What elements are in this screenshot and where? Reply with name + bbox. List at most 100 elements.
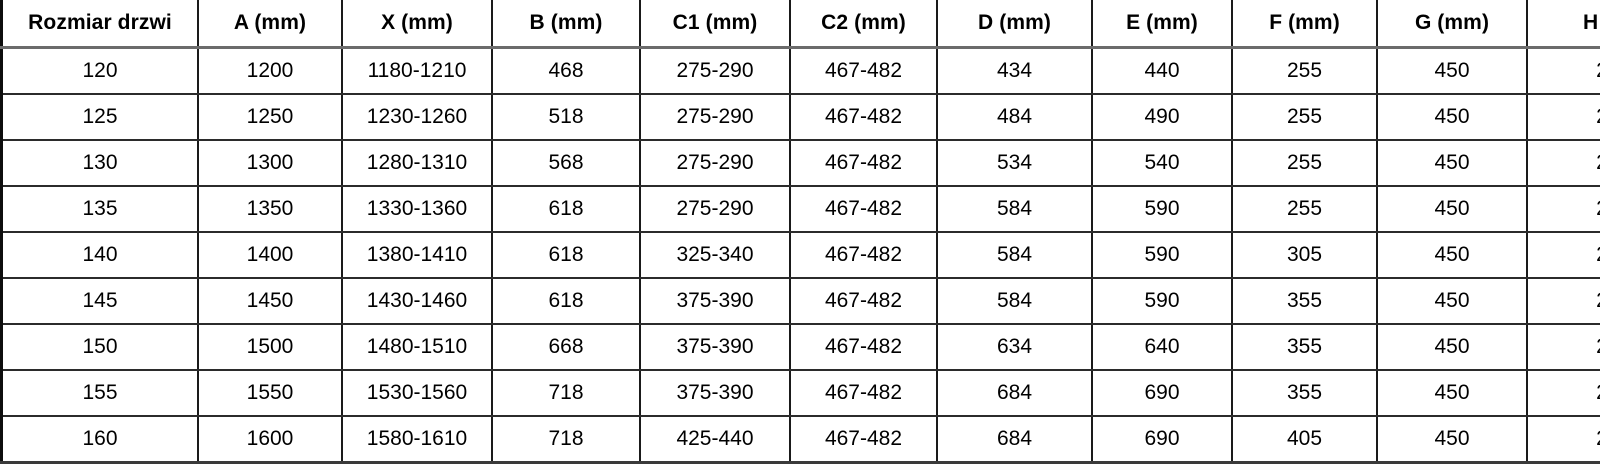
table-cell: 1250 [198, 94, 342, 140]
column-header-2: X (mm) [342, 0, 492, 48]
table-cell: 684 [937, 416, 1092, 463]
table-cell: 1480-1510 [342, 324, 492, 370]
cell-door-size: 125 [2, 94, 199, 140]
table-cell: 690 [1092, 370, 1232, 416]
cell-door-size: 120 [2, 48, 199, 95]
table-cell: 467-482 [790, 278, 937, 324]
column-header-9: G (mm) [1377, 0, 1527, 48]
table-cell: 467-482 [790, 186, 937, 232]
table-cell: 1350 [198, 186, 342, 232]
table-cell: 1580-1610 [342, 416, 492, 463]
table-cell: 450 [1377, 232, 1527, 278]
table-cell: 1330-1360 [342, 186, 492, 232]
table-cell: 467-482 [790, 370, 937, 416]
table-cell: 2000 [1527, 48, 1600, 95]
table-cell: 355 [1232, 370, 1377, 416]
table-cell: 450 [1377, 370, 1527, 416]
table-cell: 450 [1377, 416, 1527, 463]
table-cell: 275-290 [640, 94, 790, 140]
table-cell: 490 [1092, 94, 1232, 140]
table-cell: 540 [1092, 140, 1232, 186]
table-cell: 1430-1460 [342, 278, 492, 324]
table-cell: 2000 [1527, 186, 1600, 232]
cell-door-size: 135 [2, 186, 199, 232]
column-header-0: Rozmiar drzwi [2, 0, 199, 48]
cell-door-size: 150 [2, 324, 199, 370]
table-cell: 2000 [1527, 278, 1600, 324]
table-cell: 1300 [198, 140, 342, 186]
column-header-6: D (mm) [937, 0, 1092, 48]
table-cell: 634 [937, 324, 1092, 370]
table-cell: 255 [1232, 94, 1377, 140]
table-cell: 467-482 [790, 416, 937, 463]
table-cell: 450 [1377, 278, 1527, 324]
table-cell: 467-482 [790, 324, 937, 370]
table-cell: 618 [492, 232, 640, 278]
cell-door-size: 155 [2, 370, 199, 416]
cell-door-size: 140 [2, 232, 199, 278]
column-header-4: C1 (mm) [640, 0, 790, 48]
table-cell: 275-290 [640, 186, 790, 232]
table-cell: 325-340 [640, 232, 790, 278]
table-cell: 467-482 [790, 94, 937, 140]
table-cell: 1380-1410 [342, 232, 492, 278]
table-cell: 1180-1210 [342, 48, 492, 95]
column-header-3: B (mm) [492, 0, 640, 48]
table-cell: 450 [1377, 94, 1527, 140]
cell-door-size: 130 [2, 140, 199, 186]
table-cell: 468 [492, 48, 640, 95]
table-cell: 1450 [198, 278, 342, 324]
table-cell: 355 [1232, 278, 1377, 324]
column-header-5: C2 (mm) [790, 0, 937, 48]
column-header-10: H (mm) [1527, 0, 1600, 48]
table-cell: 2000 [1527, 324, 1600, 370]
table-cell: 684 [937, 370, 1092, 416]
table-cell: 275-290 [640, 48, 790, 95]
table-cell: 1400 [198, 232, 342, 278]
table-cell: 1550 [198, 370, 342, 416]
table-cell: 255 [1232, 186, 1377, 232]
table-cell: 375-390 [640, 370, 790, 416]
table-cell: 1600 [198, 416, 342, 463]
table-cell: 1500 [198, 324, 342, 370]
table-cell: 584 [937, 232, 1092, 278]
column-header-7: E (mm) [1092, 0, 1232, 48]
table-cell: 518 [492, 94, 640, 140]
table-cell: 2000 [1527, 370, 1600, 416]
table-cell: 255 [1232, 140, 1377, 186]
table-cell: 584 [937, 278, 1092, 324]
table-cell: 2000 [1527, 94, 1600, 140]
table-cell: 718 [492, 370, 640, 416]
table-cell: 1200 [198, 48, 342, 95]
table-cell: 718 [492, 416, 640, 463]
table-cell: 618 [492, 278, 640, 324]
cell-door-size: 160 [2, 416, 199, 463]
table-cell: 2000 [1527, 140, 1600, 186]
table-cell: 590 [1092, 278, 1232, 324]
table-cell: 450 [1377, 48, 1527, 95]
table-cell: 425-440 [640, 416, 790, 463]
table-cell: 618 [492, 186, 640, 232]
table-cell: 534 [937, 140, 1092, 186]
table-cell: 450 [1377, 186, 1527, 232]
table-cell: 1280-1310 [342, 140, 492, 186]
table-cell: 450 [1377, 140, 1527, 186]
table-cell: 375-390 [640, 278, 790, 324]
table-cell: 590 [1092, 186, 1232, 232]
cell-door-size: 145 [2, 278, 199, 324]
column-header-8: F (mm) [1232, 0, 1377, 48]
table-cell: 568 [492, 140, 640, 186]
table-cell: 467-482 [790, 48, 937, 95]
table-cell: 305 [1232, 232, 1377, 278]
table-cell: 405 [1232, 416, 1377, 463]
table-cell: 467-482 [790, 232, 937, 278]
table-cell: 2000 [1527, 416, 1600, 463]
